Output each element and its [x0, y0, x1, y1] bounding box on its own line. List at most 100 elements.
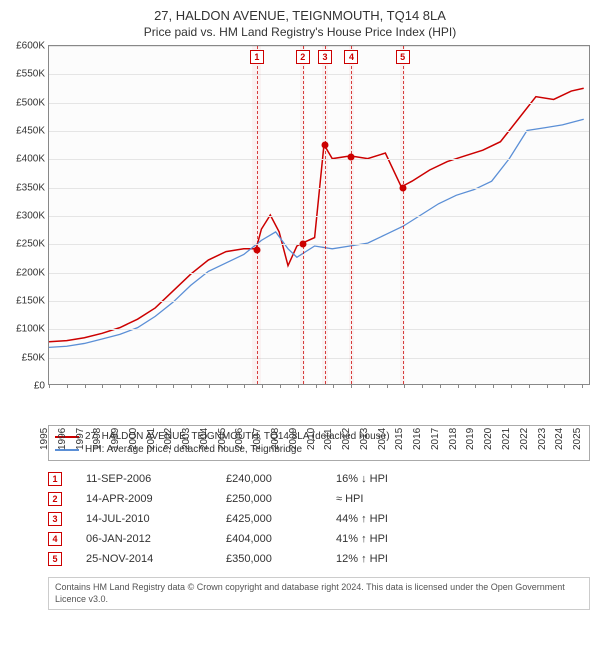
sale-badge: 4: [344, 50, 358, 64]
sale-row-marker: 1: [48, 472, 62, 486]
xtick-label: 2005: [217, 420, 228, 450]
footer-attribution: Contains HM Land Registry data © Crown c…: [48, 577, 590, 610]
xtick-mark: [49, 384, 50, 388]
sale-point: [399, 184, 406, 191]
xtick-mark: [369, 384, 370, 388]
sale-row-marker: 3: [48, 512, 62, 526]
xtick-mark: [209, 384, 210, 388]
sale-row-price: £350,000: [226, 553, 336, 565]
sale-row-marker: 5: [48, 552, 62, 566]
gridline-h: [49, 244, 589, 245]
gridline-h: [49, 103, 589, 104]
xtick-label: 2022: [519, 420, 530, 450]
gridline-h: [49, 188, 589, 189]
xtick-mark: [529, 384, 530, 388]
sale-vline: [303, 46, 304, 384]
sale-row: 314-JUL-2010£425,00044% ↑ HPI: [48, 509, 590, 529]
sale-row-date: 06-JAN-2012: [86, 533, 226, 545]
xtick-mark: [156, 384, 157, 388]
sale-point: [321, 142, 328, 149]
xtick-mark: [280, 384, 281, 388]
sale-vline: [257, 46, 258, 384]
xtick-label: 1999: [110, 420, 121, 450]
sale-vline: [351, 46, 352, 384]
xtick-mark: [120, 384, 121, 388]
xtick-mark: [102, 384, 103, 388]
xtick-mark: [67, 384, 68, 388]
gridline-h: [49, 358, 589, 359]
gridline-h: [49, 74, 589, 75]
sale-point: [253, 247, 260, 254]
xtick-label: 2020: [483, 420, 494, 450]
chart-svg: [49, 46, 589, 384]
xtick-mark: [547, 384, 548, 388]
sale-row-pct: 16% ↓ HPI: [336, 473, 388, 485]
gridline-h: [49, 216, 589, 217]
sale-row-price: £240,000: [226, 473, 336, 485]
ytick-label: £100K: [16, 324, 45, 335]
gridline-h: [49, 329, 589, 330]
sale-row: 406-JAN-2012£404,00041% ↑ HPI: [48, 529, 590, 549]
ytick-label: £300K: [16, 211, 45, 222]
sale-point: [299, 241, 306, 248]
series-line-property: [49, 88, 584, 342]
ytick-label: £500K: [16, 97, 45, 108]
sale-row-date: 25-NOV-2014: [86, 553, 226, 565]
sale-badge: 5: [396, 50, 410, 64]
xtick-mark: [458, 384, 459, 388]
sale-badge: 2: [296, 50, 310, 64]
sale-row-pct: 41% ↑ HPI: [336, 533, 388, 545]
xtick-label: 2019: [465, 420, 476, 450]
sale-badge: 3: [318, 50, 332, 64]
ytick-label: £0: [34, 381, 45, 392]
xtick-label: 2025: [572, 420, 583, 450]
xtick-mark: [138, 384, 139, 388]
sale-row: 5 25-NOV-2014£350,00012% ↑ HPI: [48, 549, 590, 569]
sale-row-price: £404,000: [226, 533, 336, 545]
xtick-mark: [422, 384, 423, 388]
sale-row-date: 14-JUL-2010: [86, 513, 226, 525]
xtick-mark: [351, 384, 352, 388]
ytick-label: £350K: [16, 182, 45, 193]
xtick-label: 1997: [75, 420, 86, 450]
xtick-mark: [173, 384, 174, 388]
xtick-mark: [475, 384, 476, 388]
ytick-label: £400K: [16, 154, 45, 165]
sale-row: 111-SEP-2006£240,00016% ↓ HPI: [48, 469, 590, 489]
xtick-mark: [191, 384, 192, 388]
xtick-label: 1996: [57, 420, 68, 450]
xtick-label: 2008: [270, 420, 281, 450]
xtick-label: 2018: [448, 420, 459, 450]
ytick-label: £550K: [16, 69, 45, 80]
xtick-label: 2006: [234, 420, 245, 450]
gridline-h: [49, 131, 589, 132]
xtick-label: 2023: [537, 420, 548, 450]
ytick-label: £50K: [22, 352, 45, 363]
gridline-h: [49, 301, 589, 302]
xtick-mark: [262, 384, 263, 388]
sale-vline: [403, 46, 404, 384]
xtick-mark: [85, 384, 86, 388]
chart-container: 27, HALDON AVENUE, TEIGNMOUTH, TQ14 8LA …: [0, 0, 600, 650]
sale-row-price: £425,000: [226, 513, 336, 525]
sale-vline: [325, 46, 326, 384]
xtick-label: 2004: [199, 420, 210, 450]
xtick-mark: [404, 384, 405, 388]
series-line-hpi: [49, 119, 584, 347]
xtick-label: 2013: [359, 420, 370, 450]
xtick-mark: [244, 384, 245, 388]
xtick-mark: [440, 384, 441, 388]
xtick-label: 2016: [412, 420, 423, 450]
xtick-mark: [333, 384, 334, 388]
ytick-label: £200K: [16, 267, 45, 278]
xtick-mark: [298, 384, 299, 388]
xtick-label: 2024: [554, 420, 565, 450]
sale-row-pct: 12% ↑ HPI: [336, 553, 388, 565]
gridline-h: [49, 46, 589, 47]
xtick-mark: [564, 384, 565, 388]
xtick-mark: [582, 384, 583, 388]
chart-subtitle: Price paid vs. HM Land Registry's House …: [0, 23, 600, 45]
xtick-label: 2015: [394, 420, 405, 450]
xtick-label: 2011: [323, 420, 334, 450]
gridline-h: [49, 159, 589, 160]
